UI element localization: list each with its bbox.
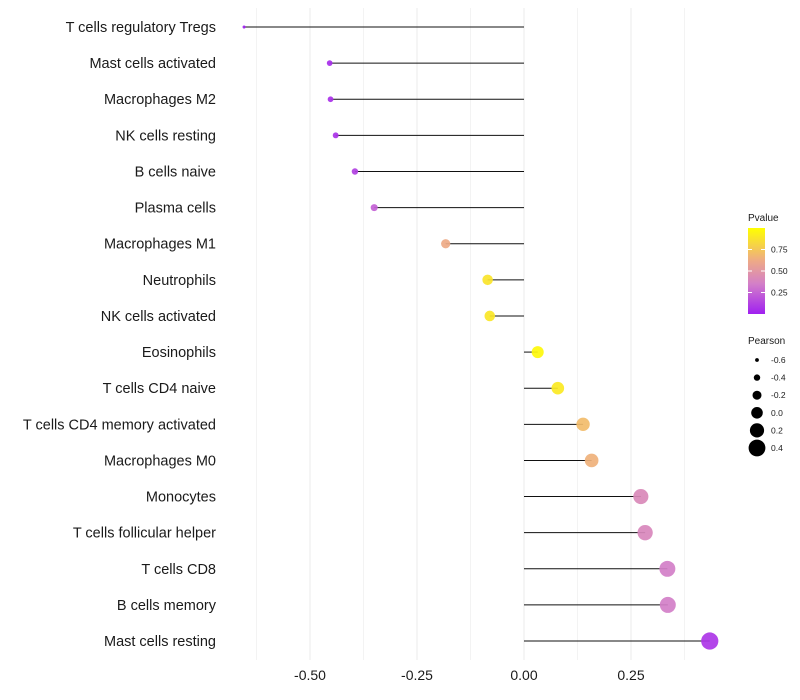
category-label: Macrophages M0 xyxy=(104,453,216,469)
stems xyxy=(244,26,710,642)
category-label: Macrophages M2 xyxy=(104,92,216,108)
category-label: Plasma cells xyxy=(135,201,216,217)
data-point xyxy=(637,525,653,541)
pearson-legend: Pearson -0.6 -0.4 -0.2 0.0 0.2 0.4 xyxy=(748,336,786,457)
data-point xyxy=(659,596,676,613)
data-point xyxy=(584,453,599,468)
data-point xyxy=(327,96,334,103)
category-label: NK cells activated xyxy=(101,309,216,325)
data-point xyxy=(551,381,565,395)
category-label: Eosinophils xyxy=(142,345,216,361)
size-legend-label: 0.0 xyxy=(771,408,783,418)
size-legend-dot xyxy=(755,358,759,362)
x-tick-label: -0.50 xyxy=(294,667,326,683)
category-label: Mast cells resting xyxy=(104,634,216,650)
size-legend-dot xyxy=(749,423,765,438)
x-tick-labels: -0.50 -0.25 0.00 0.25 xyxy=(294,667,645,683)
category-label: Mast cells activated xyxy=(89,56,216,72)
x-tick-label: 0.00 xyxy=(510,667,537,683)
data-point xyxy=(659,560,676,577)
size-legend-dot xyxy=(748,439,766,457)
data-point xyxy=(242,25,246,29)
category-label: T cells CD4 memory activated xyxy=(23,417,216,433)
size-legend-label: 0.2 xyxy=(771,425,783,435)
data-point xyxy=(332,132,339,139)
data-point xyxy=(351,168,359,175)
data-point xyxy=(370,204,378,212)
pvalue-legend: Pvalue 0.75 0.50 0.25 xyxy=(748,213,788,314)
category-label: T cells CD4 naive xyxy=(103,381,216,397)
category-label: T cells regulatory Tregs xyxy=(66,20,216,36)
category-label: B cells naive xyxy=(135,164,216,180)
category-label: NK cells resting xyxy=(115,128,216,144)
data-point xyxy=(633,488,649,505)
grid-lines xyxy=(256,8,685,660)
colorbar-label: 0.50 xyxy=(771,266,788,276)
category-label: B cells memory xyxy=(117,598,217,614)
size-legend-dot xyxy=(753,374,761,381)
pearson-legend-title: Pearson xyxy=(748,336,785,347)
size-legend-dot xyxy=(751,407,763,419)
data-point xyxy=(482,274,493,286)
size-legend-dot xyxy=(752,390,762,400)
pvalue-legend-title: Pvalue xyxy=(748,213,779,224)
category-labels: T cells regulatory Tregs Mast cells activ… xyxy=(23,20,217,650)
pvalue-colorbar xyxy=(748,228,765,314)
data-point xyxy=(326,60,333,66)
x-tick-label: -0.25 xyxy=(401,667,433,683)
size-legend-label: 0.4 xyxy=(771,443,783,453)
data-point xyxy=(441,239,451,249)
colorbar-label: 0.25 xyxy=(771,288,788,298)
category-label: T cells CD8 xyxy=(141,562,216,578)
size-legend-label: -0.2 xyxy=(771,390,786,400)
data-point xyxy=(701,632,719,650)
size-legend-label: -0.6 xyxy=(771,355,786,365)
data-point xyxy=(484,310,496,322)
colorbar-label: 0.75 xyxy=(771,245,788,255)
category-label: T cells follicular helper xyxy=(73,526,216,542)
data-point xyxy=(576,417,590,432)
x-tick-label: 0.25 xyxy=(617,667,644,683)
category-label: Macrophages M1 xyxy=(104,237,216,253)
size-legend-label: -0.4 xyxy=(771,373,786,383)
points xyxy=(242,25,719,650)
category-label: Monocytes xyxy=(146,490,216,506)
data-point xyxy=(531,346,544,359)
category-label: Neutrophils xyxy=(143,273,216,289)
